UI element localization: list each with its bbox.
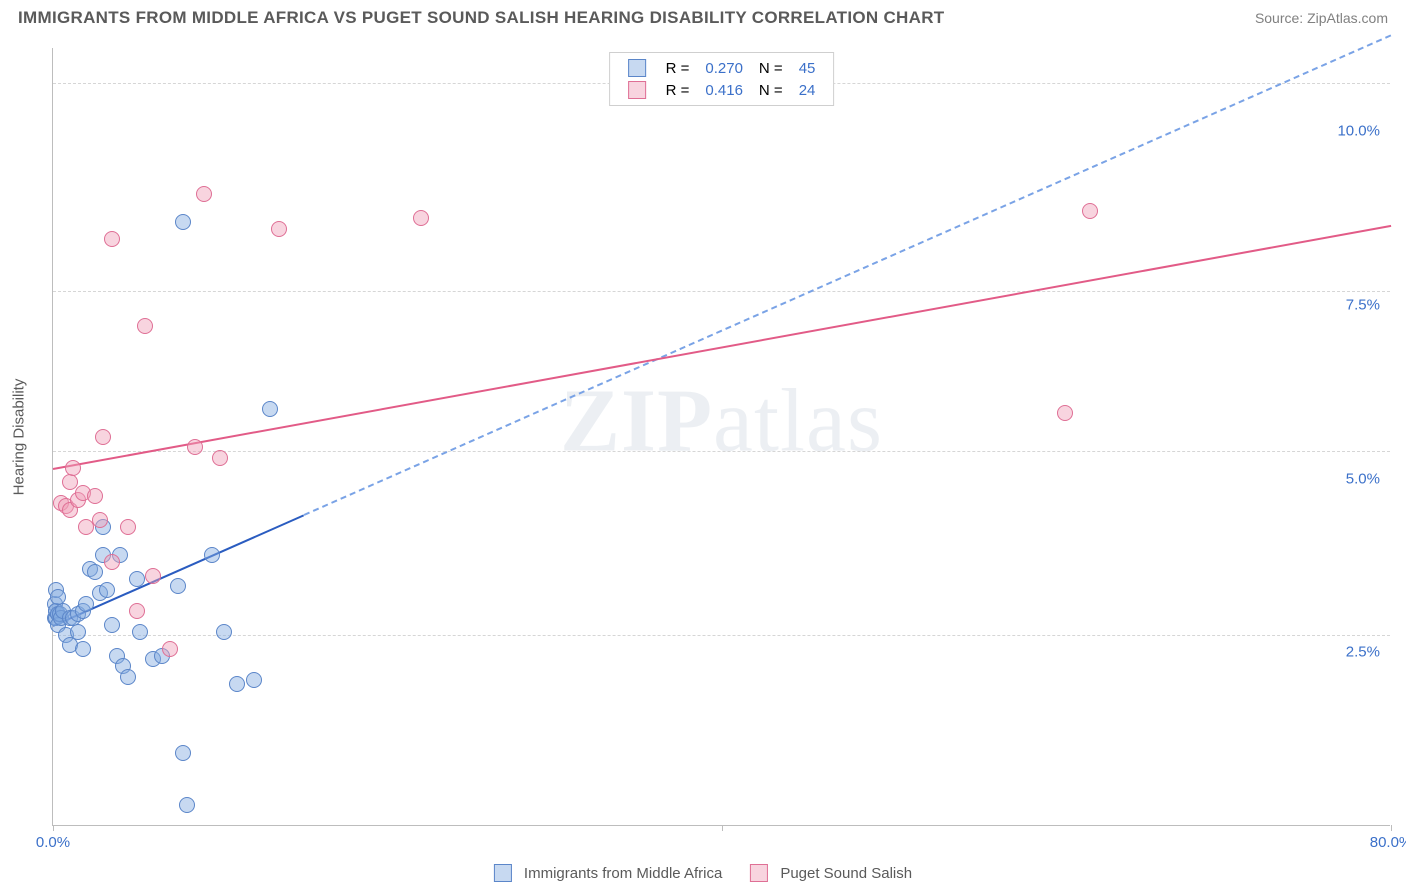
legend-stats: R =0.270N =45R =0.416N =24: [609, 52, 835, 106]
data-point: [50, 589, 66, 605]
data-point: [120, 519, 136, 535]
data-point: [87, 564, 103, 580]
gridline: [53, 451, 1390, 452]
data-point: [92, 512, 108, 528]
data-point: [104, 554, 120, 570]
y-tick-label: 7.5%: [1346, 297, 1380, 314]
data-point: [216, 624, 232, 640]
legend-swatch: [750, 864, 768, 882]
data-point: [1057, 405, 1073, 421]
y-axis-label: Hearing Disability: [11, 378, 28, 495]
data-point: [129, 571, 145, 587]
watermark: ZIPatlas: [560, 369, 883, 472]
data-point: [179, 797, 195, 813]
data-point: [1082, 203, 1098, 219]
legend-label: Puget Sound Salish: [780, 865, 912, 882]
x-tick-mark: [1391, 825, 1392, 831]
data-point: [120, 669, 136, 685]
data-point: [129, 603, 145, 619]
header-bar: IMMIGRANTS FROM MIDDLE AFRICA VS PUGET S…: [0, 0, 1406, 34]
data-point: [170, 578, 186, 594]
data-point: [175, 745, 191, 761]
trend-line: [53, 225, 1391, 470]
legend-item: Immigrants from Middle Africa: [494, 864, 722, 882]
data-point: [229, 676, 245, 692]
data-point: [187, 439, 203, 455]
data-point: [65, 460, 81, 476]
data-point: [137, 318, 153, 334]
x-tick-mark: [722, 825, 723, 831]
data-point: [162, 641, 178, 657]
x-tick-label: 80.0%: [1370, 834, 1406, 851]
gridline: [53, 635, 1390, 636]
data-point: [78, 596, 94, 612]
data-point: [175, 214, 191, 230]
data-point: [95, 429, 111, 445]
data-point: [87, 488, 103, 504]
scatter-chart: Hearing Disability ZIPatlas 2.5%5.0%7.5%…: [52, 48, 1390, 826]
data-point: [271, 221, 287, 237]
gridline: [53, 291, 1390, 292]
data-point: [246, 672, 262, 688]
data-point: [262, 401, 278, 417]
data-point: [145, 568, 161, 584]
y-tick-label: 5.0%: [1346, 470, 1380, 487]
data-point: [132, 624, 148, 640]
data-point: [104, 617, 120, 633]
data-point: [104, 231, 120, 247]
y-tick-label: 2.5%: [1346, 644, 1380, 661]
legend-label: Immigrants from Middle Africa: [524, 865, 722, 882]
legend-item: Puget Sound Salish: [750, 864, 912, 882]
data-point: [70, 624, 86, 640]
data-point: [75, 641, 91, 657]
trend-line: [303, 34, 1391, 516]
data-point: [204, 547, 220, 563]
data-point: [196, 186, 212, 202]
x-tick-mark: [53, 825, 54, 831]
data-point: [99, 582, 115, 598]
data-point: [413, 210, 429, 226]
source-label: Source: ZipAtlas.com: [1255, 10, 1388, 26]
x-tick-label: 0.0%: [36, 834, 70, 851]
legend-bottom: Immigrants from Middle Africa Puget Sound…: [486, 864, 920, 882]
legend-swatch: [494, 864, 512, 882]
y-tick-label: 10.0%: [1337, 123, 1380, 140]
chart-title: IMMIGRANTS FROM MIDDLE AFRICA VS PUGET S…: [18, 8, 944, 28]
data-point: [212, 450, 228, 466]
